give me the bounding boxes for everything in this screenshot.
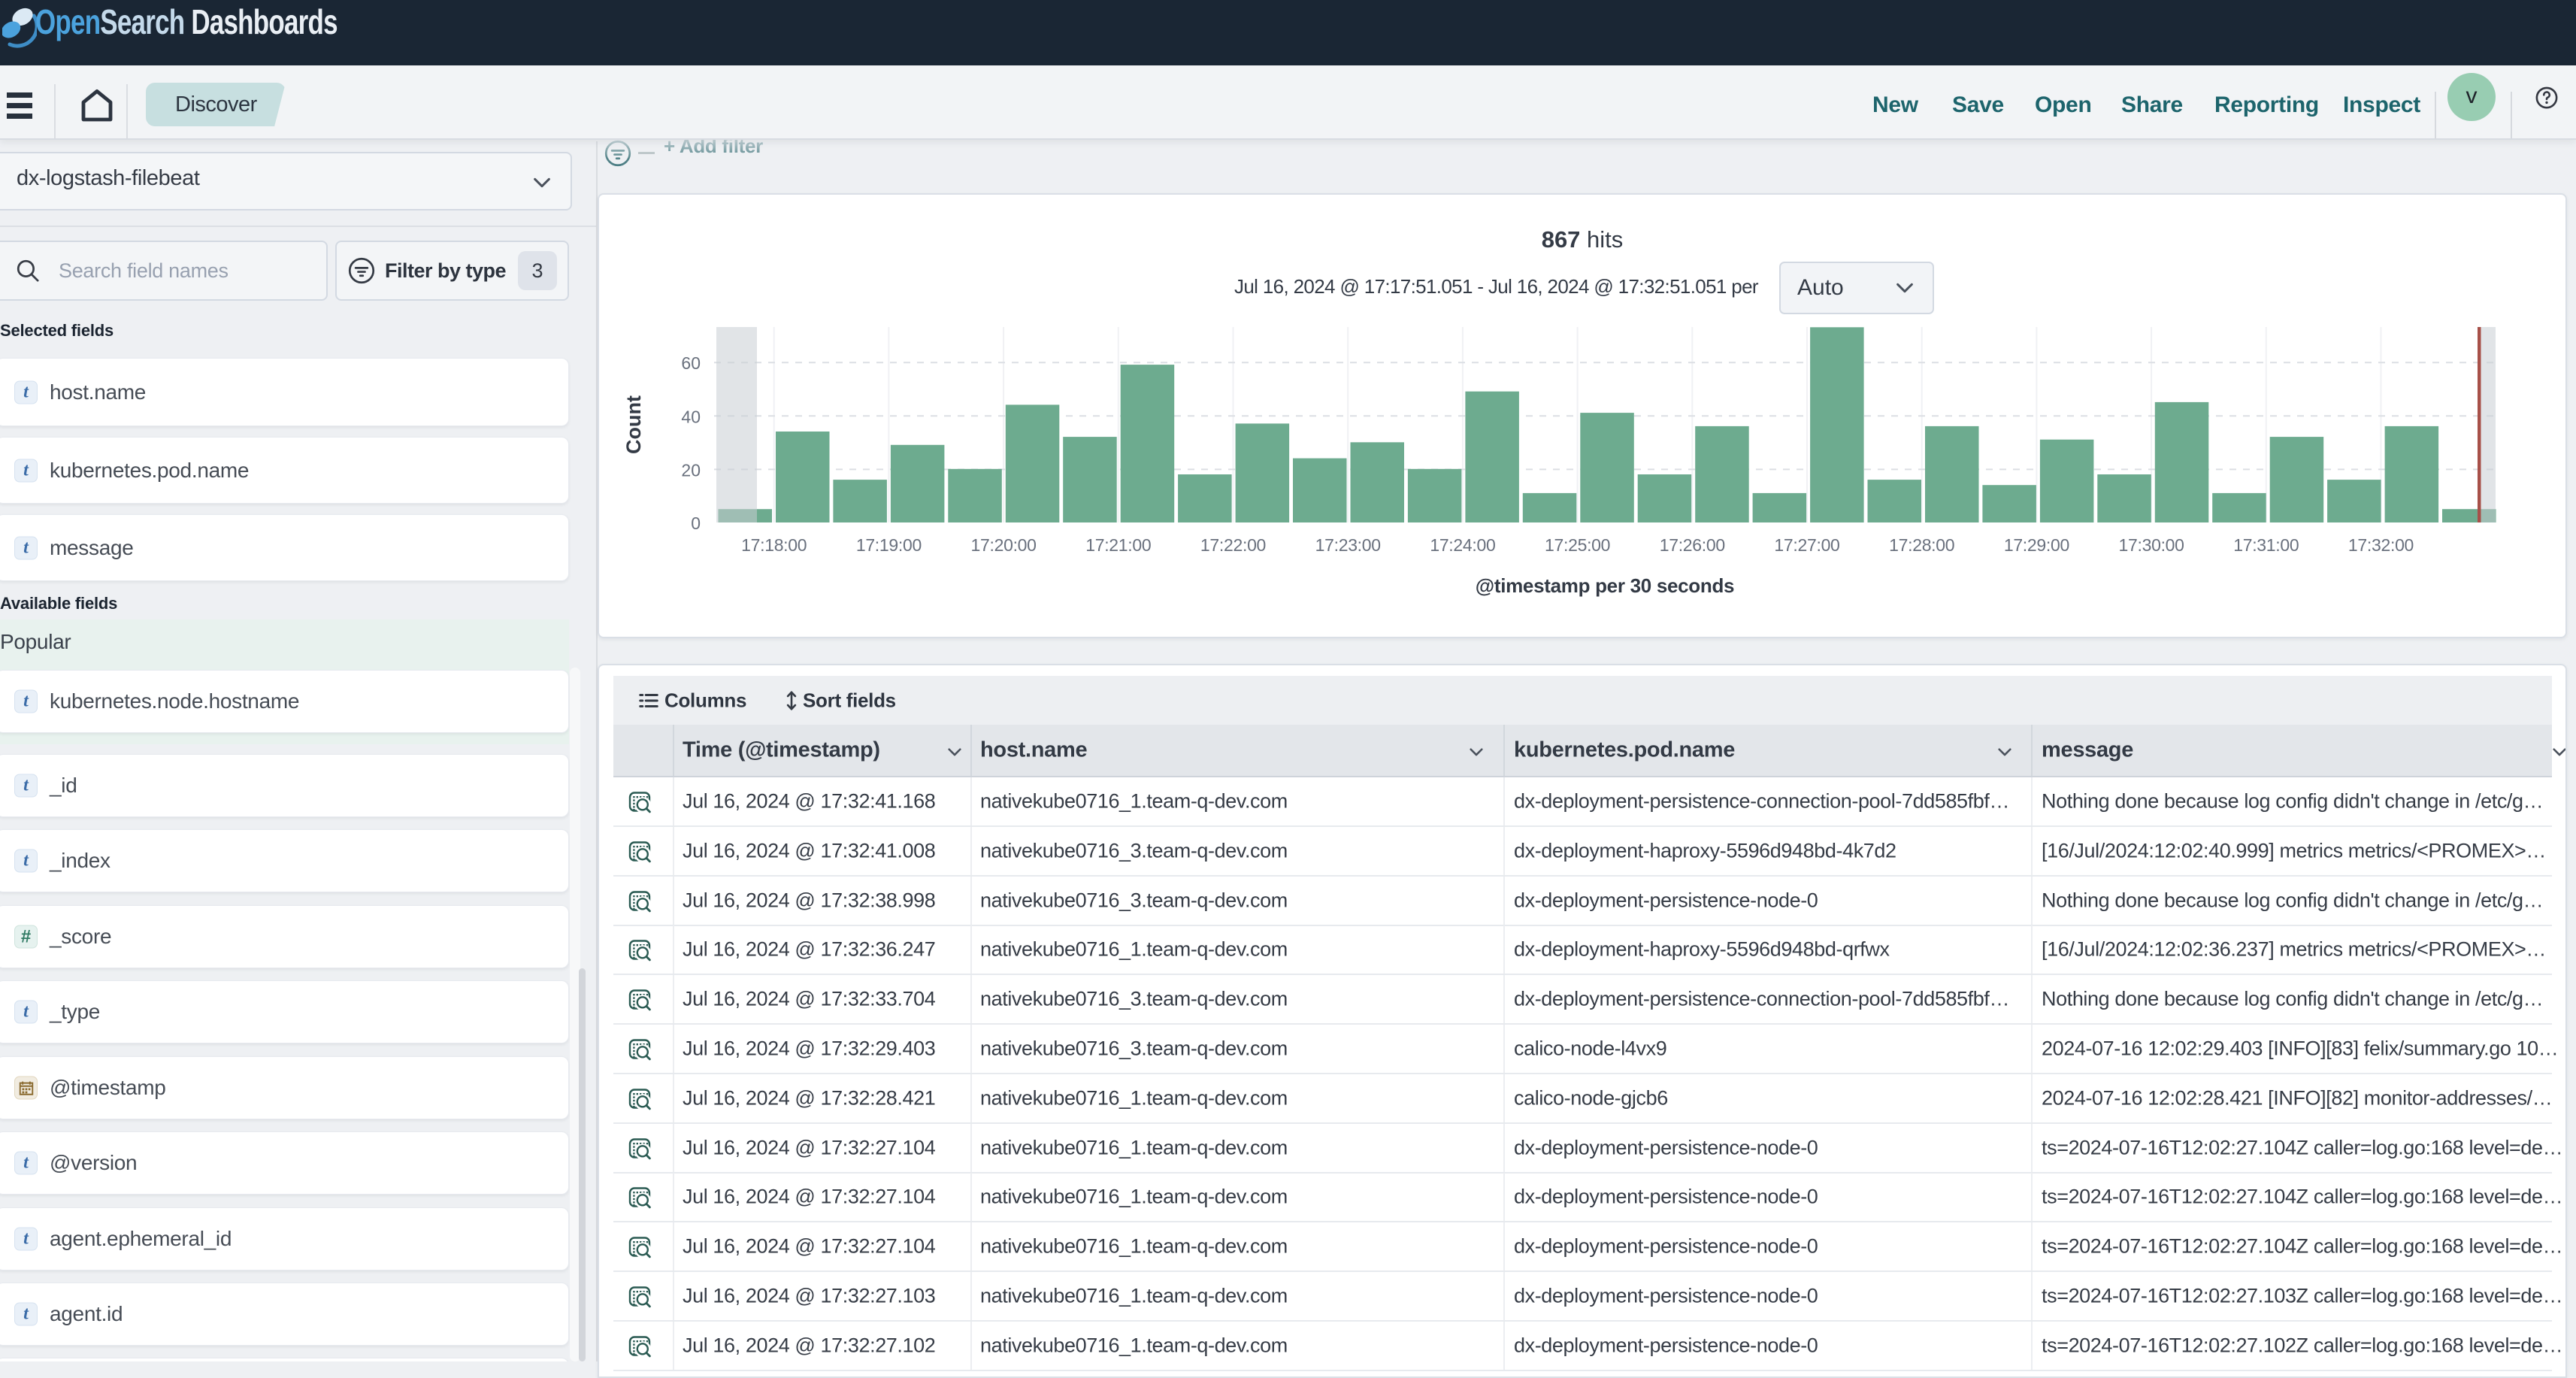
svg-text:60: 60 [681, 353, 701, 373]
svg-text:@timestamp per 30 seconds: @timestamp per 30 seconds [1476, 574, 1734, 597]
svg-text:17:22:00: 17:22:00 [1200, 535, 1266, 555]
svg-text:17:26:00: 17:26:00 [1660, 535, 1725, 555]
svg-text:40: 40 [681, 407, 701, 426]
svg-text:17:31:00: 17:31:00 [2233, 535, 2299, 555]
svg-text:0: 0 [691, 513, 701, 533]
svg-text:17:29:00: 17:29:00 [2004, 535, 2069, 555]
svg-text:17:25:00: 17:25:00 [1545, 535, 1610, 555]
svg-text:Count: Count [622, 395, 645, 454]
svg-text:17:18:00: 17:18:00 [741, 535, 807, 555]
svg-text:17:27:00: 17:27:00 [1774, 535, 1839, 555]
svg-text:20: 20 [681, 460, 701, 480]
svg-text:17:32:00: 17:32:00 [2348, 535, 2414, 555]
svg-text:17:19:00: 17:19:00 [856, 535, 922, 555]
svg-text:17:21:00: 17:21:00 [1085, 535, 1151, 555]
svg-text:17:24:00: 17:24:00 [1430, 535, 1495, 555]
svg-text:17:28:00: 17:28:00 [1889, 535, 1954, 555]
svg-text:17:23:00: 17:23:00 [1315, 535, 1381, 555]
svg-text:17:20:00: 17:20:00 [971, 535, 1037, 555]
svg-text:17:30:00: 17:30:00 [2119, 535, 2184, 555]
